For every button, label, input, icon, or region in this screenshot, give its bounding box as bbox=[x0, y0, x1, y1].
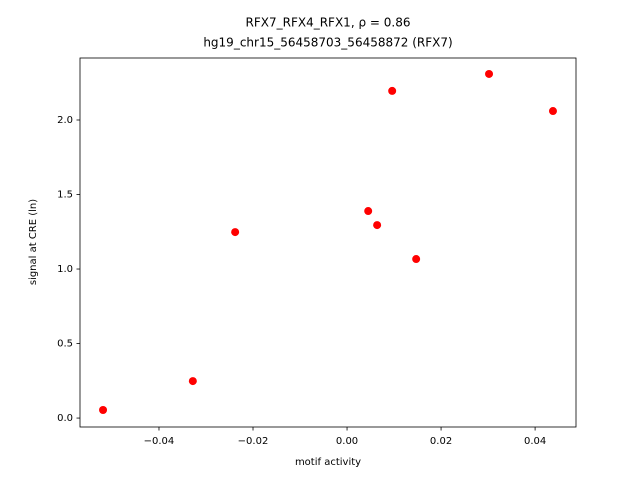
y-axis-label: signal at CRE (ln) bbox=[28, 199, 39, 285]
x-tick-label: −0.02 bbox=[238, 436, 269, 447]
plot-frame bbox=[79, 57, 577, 428]
point bbox=[548, 107, 557, 116]
y-tick-label: 0.5 bbox=[57, 339, 73, 350]
point bbox=[373, 221, 382, 230]
x-tick-label: 0.00 bbox=[336, 436, 358, 447]
x-tick-label: 0.04 bbox=[524, 436, 546, 447]
point bbox=[485, 69, 494, 78]
y-tick-label: 2.0 bbox=[57, 115, 73, 126]
chart-title: RFX7_RFX4_RFX1, ρ = 0.86 bbox=[246, 16, 411, 30]
point bbox=[388, 86, 397, 95]
point bbox=[412, 255, 421, 264]
chart-subtitle: hg19_chr15_56458703_56458872 (RFX7) bbox=[203, 36, 452, 50]
x-tick-label: 0.02 bbox=[430, 436, 452, 447]
point bbox=[231, 228, 240, 237]
y-tick-label: 0.0 bbox=[57, 413, 73, 424]
x-tick-label: −0.04 bbox=[144, 436, 175, 447]
point bbox=[364, 207, 373, 216]
x-axis-label: motif activity bbox=[295, 457, 361, 468]
point bbox=[99, 406, 108, 415]
y-tick-label: 1.0 bbox=[57, 264, 73, 275]
y-tick-label: 1.5 bbox=[57, 190, 73, 201]
point bbox=[188, 377, 197, 386]
